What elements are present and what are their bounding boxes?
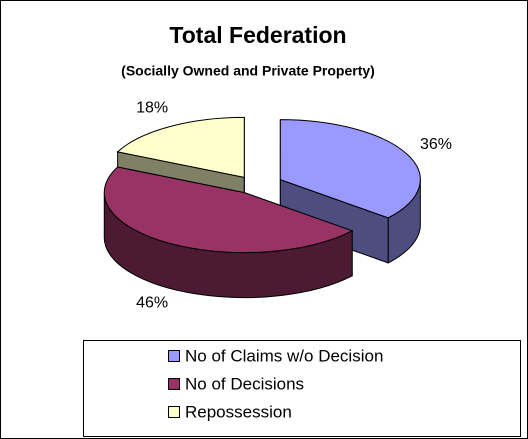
chart-title: Total Federation bbox=[169, 22, 346, 48]
slice bbox=[116, 116, 245, 179]
legend-label: No of Decisions bbox=[185, 374, 304, 393]
data-label: 18% bbox=[136, 99, 168, 116]
chart-subtitle: (Socially Owned and Private Property) bbox=[121, 63, 375, 79]
legend-swatch bbox=[168, 406, 180, 418]
data-label: 36% bbox=[420, 136, 452, 153]
slice bbox=[279, 119, 421, 219]
legend-swatch bbox=[168, 378, 180, 390]
legend-swatch bbox=[168, 350, 180, 362]
slice bbox=[103, 166, 354, 254]
data-label: 46% bbox=[136, 295, 168, 312]
legend-label: Repossession bbox=[185, 402, 292, 421]
legend-label: No of Claims w/o Decision bbox=[185, 346, 383, 365]
legend-box bbox=[83, 340, 521, 437]
